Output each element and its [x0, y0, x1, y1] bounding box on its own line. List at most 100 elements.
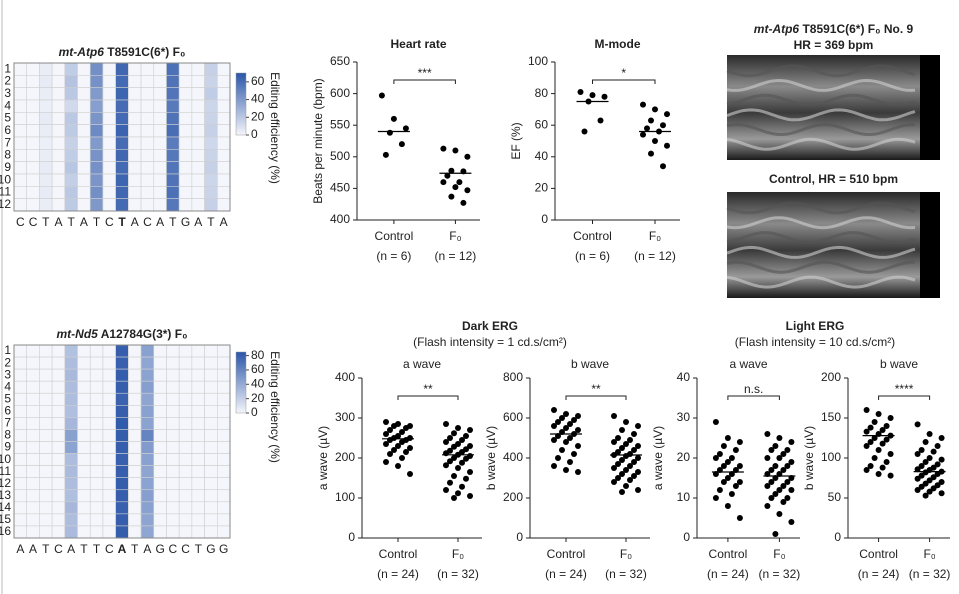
heat-cell [216, 198, 231, 212]
data-point [443, 487, 449, 493]
data-point [784, 447, 791, 453]
data-point [452, 184, 459, 191]
data-point [399, 439, 405, 445]
heat-cell [115, 198, 129, 212]
heat-cell [26, 380, 40, 394]
heat-cell [115, 186, 129, 199]
data-point [776, 511, 783, 517]
data-point [551, 407, 557, 413]
data-point [871, 455, 878, 461]
data-point [563, 411, 569, 417]
heat-cell [178, 161, 193, 175]
heat-cell [191, 186, 205, 199]
heat-cell [13, 75, 28, 88]
x-tick-label: T [195, 542, 203, 556]
heat-cell [128, 368, 142, 382]
data-point [440, 179, 447, 186]
heat-cell [13, 392, 28, 406]
x-tick-label: F₀ [452, 547, 464, 561]
heat-cell [216, 380, 231, 394]
data-point [383, 459, 389, 465]
x-tick-label: T [131, 542, 139, 556]
heat-cell [26, 62, 40, 76]
x-tick-label: A [220, 215, 228, 229]
data-point [871, 419, 878, 425]
x-tick-label: T [93, 215, 101, 229]
heat-cell [51, 112, 66, 125]
data-point [378, 92, 385, 99]
heat-cell [89, 356, 104, 370]
echo-band [726, 245, 916, 259]
heat-cell [51, 405, 66, 418]
y-tick-label: 40 [535, 149, 549, 163]
heat-cell [153, 477, 167, 491]
data-point [611, 479, 617, 485]
heat-cell [191, 405, 205, 418]
data-point [399, 429, 405, 435]
heat-cell [13, 62, 28, 76]
heat-cell [216, 99, 231, 113]
heat-cell [13, 87, 28, 101]
data-point [788, 487, 795, 493]
data-point [382, 151, 389, 158]
heat-cell [140, 136, 155, 150]
heat-cell [115, 99, 129, 113]
data-point [736, 479, 743, 485]
heat-cell [13, 405, 28, 418]
data-point [867, 424, 874, 431]
heat-cell [216, 356, 231, 370]
heat-cell [51, 368, 66, 382]
heat-cell [216, 136, 231, 150]
heat-cell [13, 465, 28, 478]
heat-cell [26, 501, 40, 515]
echo-band [726, 260, 915, 274]
y-tick-label: 8 [4, 148, 11, 162]
heat-cell [102, 489, 116, 503]
x-tick-label: A [194, 215, 202, 229]
heat-cell [64, 75, 78, 88]
heat-cell [191, 173, 205, 187]
y-tick-label: 650 [330, 54, 350, 68]
title-gene: mt-Atp6 [754, 22, 800, 36]
heat-cell [166, 124, 180, 138]
heat-cell [39, 489, 53, 503]
x-tick-label: T [207, 215, 215, 229]
heat-cell [178, 62, 193, 76]
heat-cell [13, 429, 28, 442]
echo-band [726, 137, 916, 151]
data-point [407, 471, 413, 477]
y-tick-label: 600 [503, 410, 523, 424]
heat-cell [64, 124, 78, 138]
heat-cell [77, 124, 91, 138]
heat-cell [64, 453, 78, 466]
heat-cell [140, 477, 155, 491]
heat-cell [178, 453, 193, 466]
heat-cell [77, 453, 91, 466]
heat-cell [153, 405, 167, 418]
data-point [575, 443, 581, 449]
data-point [922, 480, 929, 487]
heat-cell [77, 75, 91, 88]
heat-cell [39, 501, 53, 515]
y-tick-label: 10 [0, 452, 11, 466]
heat-cell [13, 513, 28, 527]
heat-cell [115, 136, 129, 150]
heat-cell [191, 99, 205, 113]
heat-cell [13, 99, 28, 113]
heat-cell [13, 173, 28, 187]
data-point [443, 439, 449, 445]
heat-cell [102, 186, 116, 199]
echo-band [726, 201, 916, 215]
heat-cell [26, 356, 40, 370]
heat-cell [102, 124, 116, 138]
heat-cell [153, 417, 167, 430]
heat-cell [39, 441, 53, 454]
heat-cell [216, 465, 231, 478]
data-point [467, 427, 473, 433]
heat-cell [166, 136, 180, 150]
heat-cell [102, 465, 116, 478]
heat-cell [128, 477, 142, 491]
data-point [631, 459, 637, 465]
heat-cell [39, 380, 53, 394]
data-point [402, 125, 409, 132]
